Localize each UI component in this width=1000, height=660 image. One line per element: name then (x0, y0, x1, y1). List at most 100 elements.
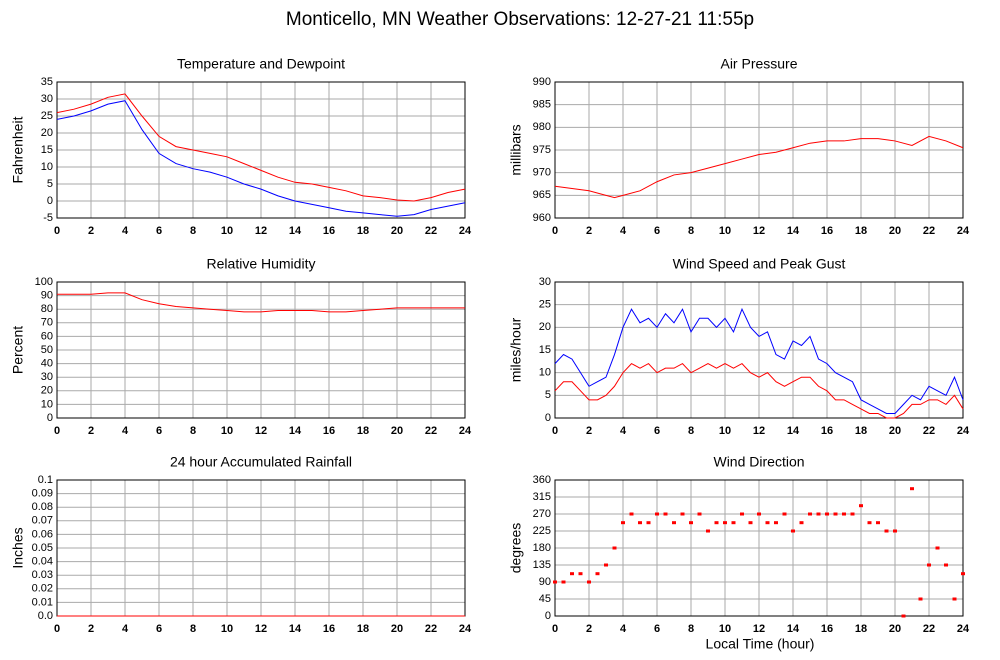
x-tick-label: 20 (889, 623, 901, 635)
x-tick-label: 4 (620, 425, 627, 437)
data-point (884, 529, 889, 533)
y-tick-label: 180 (533, 542, 551, 554)
data-point (918, 597, 923, 601)
x-tick-label: 14 (787, 225, 800, 237)
x-tick-label: 2 (88, 225, 94, 237)
x-tick-label: 10 (221, 225, 233, 237)
plot-frame (554, 281, 964, 419)
y-tick-label: 0.04 (32, 556, 53, 568)
y-tick-label: 0.07 (32, 515, 53, 527)
data-point (765, 521, 770, 525)
y-tick-label: 960 (533, 212, 551, 224)
data-point (604, 563, 608, 567)
data-point (629, 512, 634, 516)
x-tick-label: 10 (719, 425, 731, 437)
data-point (740, 512, 744, 516)
data-point (672, 521, 676, 525)
x-tick-label: 6 (654, 225, 660, 237)
y-tick-label: 990 (533, 76, 551, 88)
y-tick-label: 10 (41, 398, 53, 410)
x-tick-label: 10 (221, 425, 233, 437)
data-point (867, 521, 872, 525)
data-point (859, 504, 863, 508)
data-point (561, 580, 566, 584)
x-tick-label: 14 (289, 623, 302, 635)
x-tick-label: 6 (156, 425, 162, 437)
data-point (714, 521, 719, 525)
data-line (554, 135, 964, 199)
x-tick-label: 12 (255, 623, 267, 635)
x-tick-label: 4 (620, 225, 627, 237)
x-tick-label: 22 (425, 623, 437, 635)
data-line (56, 100, 466, 217)
x-tick-label: 12 (753, 225, 765, 237)
data-point (927, 563, 931, 567)
y-tick-label: 0 (47, 412, 53, 424)
x-tick-label: 14 (787, 425, 800, 437)
data-point (816, 512, 821, 516)
x-tick-label: 24 (957, 623, 970, 635)
x-tick-label: 10 (719, 225, 731, 237)
y-tick-label: 970 (533, 167, 551, 179)
data-point (808, 512, 812, 516)
data-point (876, 521, 880, 525)
data-line (554, 362, 964, 419)
data-point (553, 580, 557, 584)
data-point (570, 572, 574, 576)
y-tick-label: 90 (539, 576, 551, 588)
x-tick-label: 22 (425, 225, 437, 237)
x-tick-label: 16 (323, 225, 335, 237)
y-tick-label: 20 (41, 385, 53, 397)
x-tick-label: 8 (688, 225, 694, 237)
data-point (638, 521, 642, 525)
plot-frame (554, 479, 964, 617)
x-tick-label: 16 (821, 623, 833, 635)
data-point (587, 580, 591, 584)
y-axis-label: Percent (10, 326, 26, 374)
data-point (706, 529, 710, 533)
x-tick-label: 16 (821, 225, 833, 237)
y-tick-label: 0 (545, 610, 551, 622)
x-tick-label: 24 (459, 225, 472, 237)
chart-title: Wind Speed and Peak Gust (673, 256, 846, 272)
x-tick-label: 2 (586, 225, 592, 237)
x-tick-label: 20 (391, 623, 403, 635)
y-tick-label: 0.05 (32, 542, 53, 554)
y-tick-label: 0 (47, 195, 53, 207)
x-tick-label: 10 (221, 623, 233, 635)
x-tick-label: 24 (957, 425, 970, 437)
y-tick-label: 90 (41, 290, 53, 302)
x-tick-label: 2 (88, 425, 94, 437)
x-tick-label: 14 (787, 623, 800, 635)
y-tick-label: 20 (41, 127, 53, 139)
y-tick-label: 0.0 (38, 610, 53, 622)
x-tick-label: 2 (88, 623, 94, 635)
y-tick-label: 225 (533, 525, 551, 537)
data-point (757, 512, 761, 516)
data-point (799, 521, 804, 525)
data-point (910, 487, 914, 491)
x-tick-label: 14 (289, 425, 302, 437)
y-tick-label: 0.1 (38, 474, 53, 486)
y-tick-label: 0.03 (32, 569, 53, 581)
x-tick-label: 8 (190, 425, 196, 437)
x-tick-label: 20 (391, 225, 403, 237)
y-tick-label: 15 (539, 344, 551, 356)
y-tick-label: 315 (533, 491, 551, 503)
x-tick-label: 12 (255, 225, 267, 237)
y-axis-label: miles/hour (508, 317, 524, 382)
x-tick-label: 6 (654, 623, 660, 635)
y-tick-label: 5 (545, 389, 551, 401)
x-tick-label: 18 (855, 225, 867, 237)
x-tick-label: 2 (586, 425, 592, 437)
data-point (655, 512, 659, 516)
y-tick-label: 30 (41, 93, 53, 105)
x-tick-label: 10 (719, 623, 731, 635)
x-tick-label: 6 (654, 425, 660, 437)
data-point (680, 512, 685, 516)
y-tick-label: 270 (533, 508, 551, 520)
data-point (774, 521, 778, 525)
data-point (731, 521, 736, 525)
page-title: Monticello, MN Weather Observations: 12-… (286, 9, 754, 30)
x-tick-label: 8 (190, 623, 196, 635)
